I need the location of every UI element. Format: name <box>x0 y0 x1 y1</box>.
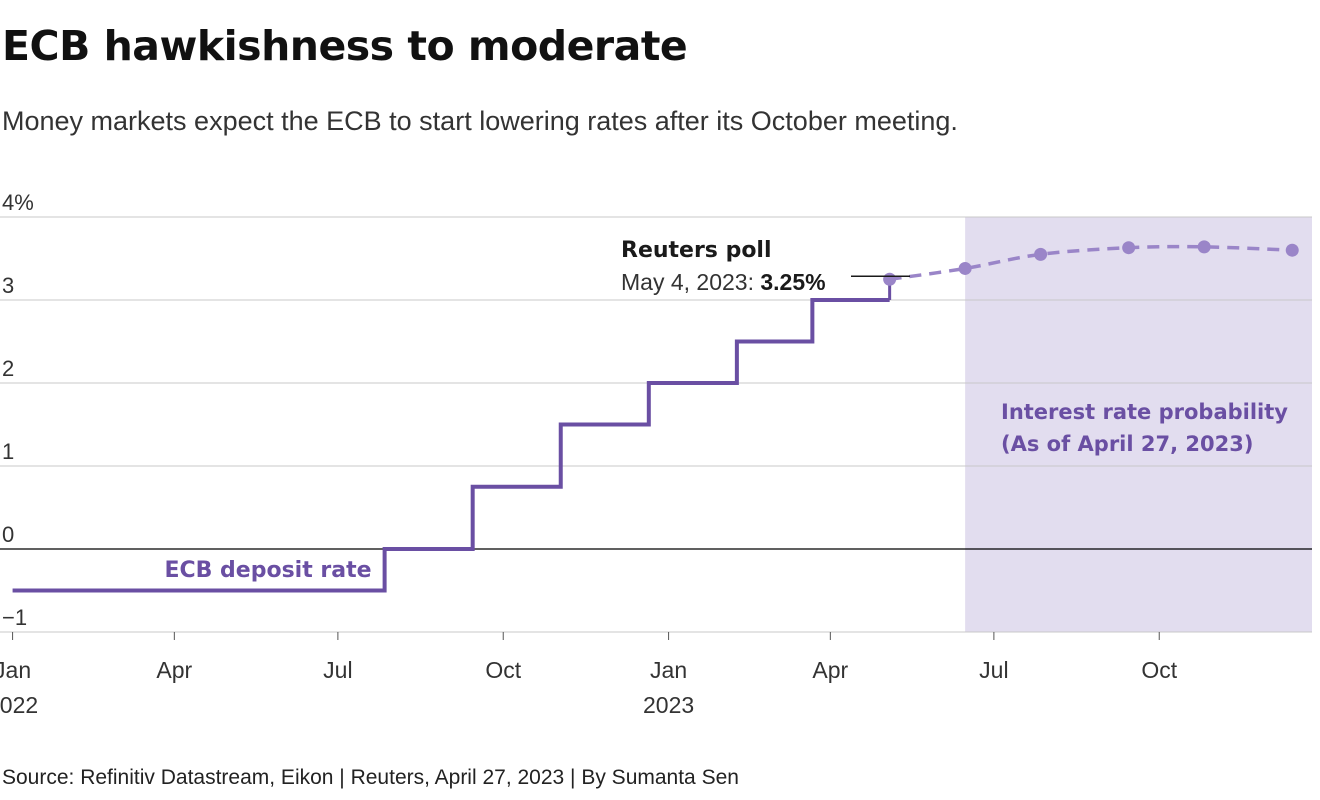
shaded-region-date-label: (As of April 27, 2023) <box>1001 432 1253 456</box>
x-tick-label: Oct <box>485 657 521 683</box>
chart-title: ECB hawkishness to moderate <box>2 22 688 70</box>
rate-probability-point <box>1285 243 1299 257</box>
x-tick-year-label: 2023 <box>643 692 694 718</box>
poll-annotation-text: May 4, 2023: 3.25% <box>621 269 826 295</box>
x-tick-label: Apr <box>812 657 848 683</box>
rate-probability-point <box>883 272 897 286</box>
x-tick-label: Oct <box>1141 657 1177 683</box>
x-tick-label: Apr <box>156 657 192 683</box>
y-tick-label: 2 <box>2 356 14 381</box>
series-label-ecb-deposit-rate: ECB deposit rate <box>164 558 371 583</box>
poll-annotation-date: May 4, 2023: <box>621 269 760 295</box>
poll-annotation-title: Reuters poll <box>621 238 772 263</box>
y-tick-label: 4% <box>2 190 34 215</box>
x-tick-label: Jan <box>650 657 687 683</box>
y-tick-label: −1 <box>2 605 27 630</box>
rate-probability-point <box>1034 247 1048 261</box>
poll-annotation-value: 3.25% <box>760 269 825 295</box>
x-tick-label: Jan <box>0 657 31 683</box>
source-credit: Source: Refinitiv Datastream, Eikon | Re… <box>2 766 739 789</box>
chart-plot: 4% 3 2 1 0 −1 Jan 2022 Apr Jul Oct Jan 2023 Apr Jul Oct… <box>0 190 1312 718</box>
y-tick-label: 1 <box>2 439 14 464</box>
x-tick-year-label: 2022 <box>0 692 38 718</box>
x-tick-label: Jul <box>979 657 1008 683</box>
rate-probability-point <box>958 261 972 275</box>
x-tick-label: Jul <box>323 657 352 683</box>
chart-subtitle: Money markets expect the ECB to start lo… <box>2 106 958 136</box>
shaded-region-label: Interest rate probability <box>1001 400 1288 424</box>
y-tick-label: 0 <box>2 522 14 547</box>
y-tick-label: 3 <box>2 273 14 298</box>
rate-probability-point <box>1122 241 1136 255</box>
rate-probability-point <box>1197 240 1211 254</box>
ecb-deposit-rate-line <box>12 298 890 593</box>
projection-shaded-region <box>965 217 1312 632</box>
